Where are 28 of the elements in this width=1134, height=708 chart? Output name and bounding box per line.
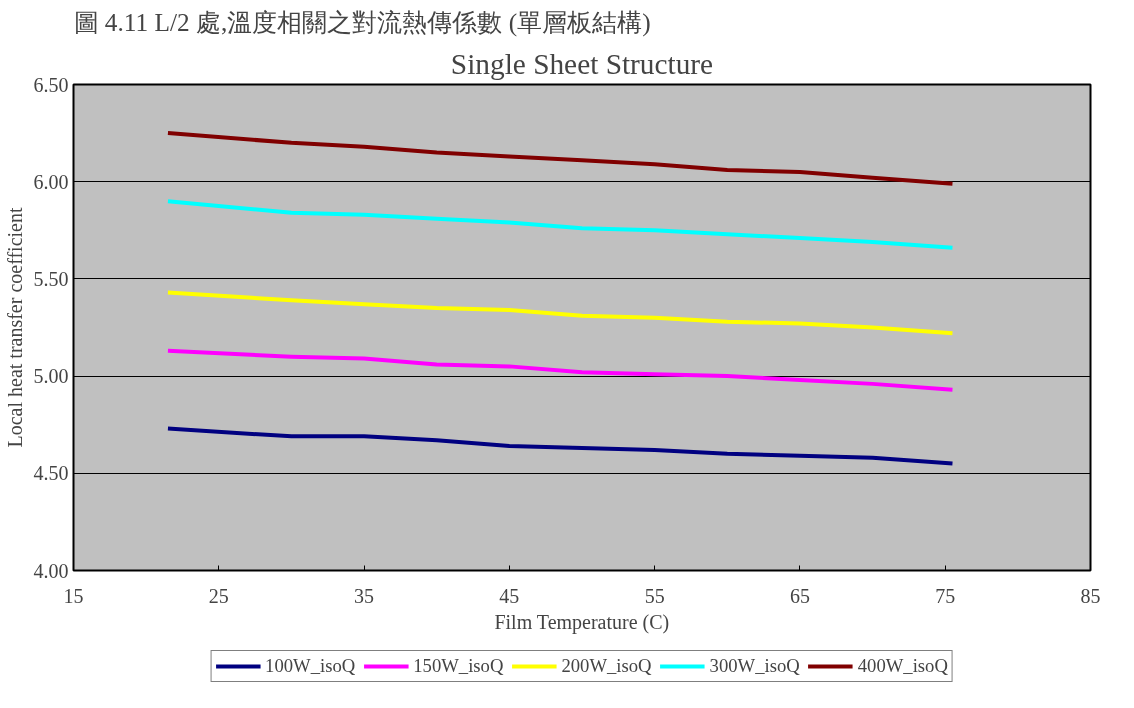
line-series [165,348,955,392]
line-series [165,131,955,186]
line-series [165,290,955,336]
x-tick-label: 45 [499,584,520,607]
y-tick-label: 6.00 [33,170,69,193]
legend-label: 150W_isoQ [413,655,504,677]
y-tick-label: 4.00 [33,559,69,582]
y-tick-label: 6.50 [33,73,69,96]
x-axis-title: Film Temperature (C) [494,610,670,634]
x-tick-label: 15 [63,584,84,607]
x-tick-label: 35 [354,584,375,607]
x-tick-label: 85 [1080,584,1101,607]
x-tick-label: 55 [644,584,665,607]
legend-label: 100W_isoQ [265,655,356,677]
legend-label: 300W_isoQ [709,655,800,677]
x-tick-label: 75 [935,584,956,607]
y-tick-label: 5.50 [33,267,69,290]
y-tick-label: 5.00 [33,365,69,388]
x-tick-label: 25 [208,584,229,607]
legend-label: 400W_isoQ [857,655,948,677]
y-tick-label: 4.50 [33,462,69,485]
line-series [165,199,955,250]
line-series [165,426,955,466]
caption: 圖 4.11 L/2 處,溫度相關之對流熱傳係數 (單層板結構) [73,7,651,37]
chart-title: Single Sheet Structure [450,47,714,80]
legend-label: 200W_isoQ [561,655,652,677]
x-tick-label: 65 [789,584,810,607]
y-axis-title: Local heat transfer coefficient [3,207,26,448]
